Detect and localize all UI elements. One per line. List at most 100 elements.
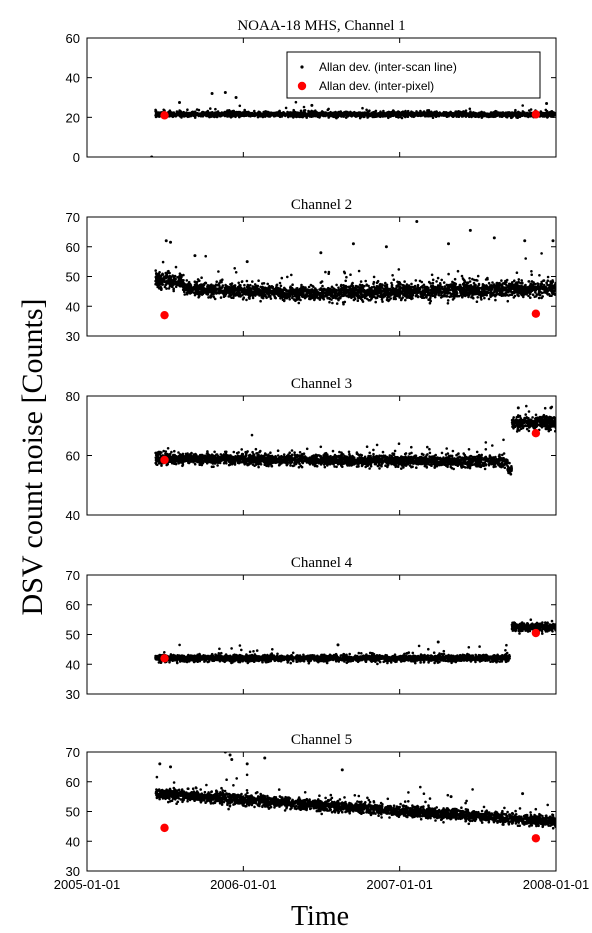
- inter-pixel-point: [531, 628, 541, 638]
- inter-scan-point: [516, 406, 520, 410]
- inter-scan-point: [319, 251, 323, 255]
- data-points: [154, 752, 556, 830]
- inter-scan-point: [263, 756, 267, 760]
- inter-scan-cloud: [154, 260, 185, 293]
- y-tick-label: 60: [66, 31, 80, 46]
- inter-scan-point: [245, 762, 249, 766]
- panel-title: Channel 4: [291, 555, 353, 571]
- inter-scan-cloud: [182, 254, 323, 305]
- x-axis-label: Time: [291, 901, 349, 932]
- inter-scan-point: [340, 768, 344, 772]
- axes-box: [86, 37, 557, 158]
- inter-scan-point: [228, 753, 232, 757]
- y-tick-label: 70: [66, 745, 80, 760]
- y-tick-label: 40: [66, 299, 80, 314]
- panel-2: Channel 2 30 40 50 60 70: [66, 197, 557, 344]
- x-tick-label: 2008-01-01: [523, 877, 590, 892]
- inter-pixel-point: [160, 111, 169, 120]
- panel-3: Channel 3 40 60 80: [66, 376, 557, 523]
- x-tick-label: 2005-01-01: [54, 877, 121, 892]
- inter-scan-point: [446, 242, 450, 246]
- y-tick-label: 30: [66, 329, 80, 344]
- panel-title: Channel 3: [291, 376, 352, 392]
- data-points: [154, 404, 556, 476]
- legend-marker-inter-pixel: [297, 81, 307, 91]
- inter-pixel-point: [160, 654, 169, 663]
- y-tick-label: 50: [66, 270, 80, 285]
- y-tick-label: 60: [66, 598, 80, 613]
- panel-title: Channel 5: [291, 732, 352, 748]
- y-tick-label: 60: [66, 449, 80, 464]
- panel-1: NOAA-18 MHS, Channel 1 0 20 40 60 Allan dev. …: [66, 18, 557, 165]
- inter-scan-cloud: [510, 404, 556, 434]
- inter-pixel-point: [160, 823, 169, 833]
- inter-scan-point: [351, 242, 355, 246]
- inter-scan-point: [492, 236, 496, 240]
- y-tick-label: 60: [66, 240, 80, 255]
- panel-title: Channel 2: [291, 197, 352, 213]
- inter-scan-cloud: [154, 100, 556, 120]
- inter-scan-cloud: [510, 618, 556, 635]
- inter-scan-point: [415, 219, 419, 223]
- y-tick-label: 70: [66, 210, 80, 225]
- inter-pixel-point: [160, 455, 169, 465]
- y-tick-label: 40: [66, 508, 80, 523]
- inter-scan-point: [164, 239, 168, 243]
- inter-scan-cloud: [319, 252, 556, 306]
- inter-scan-point: [545, 101, 549, 105]
- inter-scan-point: [551, 239, 555, 243]
- inter-scan-point: [169, 765, 173, 769]
- y-tick-label: 20: [66, 110, 80, 125]
- y-tick-label: 40: [66, 657, 80, 672]
- inter-pixel-point: [531, 834, 541, 843]
- y-tick-label: 40: [66, 71, 80, 86]
- legend-entry-inter-scan: Allan dev. (inter-scan line): [319, 60, 457, 74]
- y-tick-label: 80: [66, 389, 80, 404]
- y-tick-label: 40: [66, 834, 80, 849]
- inter-scan-cloud: [506, 461, 513, 476]
- data-points: [150, 91, 556, 157]
- inter-scan-point: [523, 239, 527, 243]
- inter-scan-point: [245, 260, 249, 264]
- y-tick-label: 30: [66, 864, 80, 879]
- legend-box: [286, 51, 541, 99]
- data-points: [154, 618, 556, 666]
- y-tick-label: 60: [66, 775, 80, 790]
- inter-pixel-point: [160, 310, 169, 320]
- inter-scan-cloud: [154, 433, 509, 471]
- inter-pixel-point: [531, 110, 541, 119]
- panel-5: Channel 5 30 40 50 60 70 2005-01-01 2006-01-01 2…: [54, 732, 590, 892]
- data-points: [154, 219, 556, 306]
- inter-scan-point: [178, 100, 182, 104]
- inter-scan-point: [169, 240, 173, 244]
- legend-entry-inter-pixel: Allan dev. (inter-pixel): [319, 79, 434, 93]
- y-tick-label: 50: [66, 628, 80, 643]
- y-tick-label: 0: [73, 150, 80, 165]
- x-tick-label: 2007-01-01: [366, 877, 433, 892]
- panel-title: NOAA-18 MHS, Channel 1: [237, 18, 405, 34]
- legend-marker-inter-scan: [300, 65, 304, 69]
- inter-pixel-point: [531, 428, 541, 438]
- inter-scan-point: [384, 245, 388, 249]
- panel-4: Channel 4 30 40 50 60 70: [66, 555, 557, 702]
- inter-scan-point: [436, 640, 440, 644]
- inter-scan-point: [549, 406, 553, 410]
- inter-scan-point: [234, 96, 238, 99]
- inter-scan-point: [449, 795, 453, 799]
- inter-scan-point: [468, 228, 472, 232]
- legend: Allan dev. (inter-scan line) Allan dev. (…: [286, 51, 541, 99]
- inter-scan-cloud: [154, 643, 511, 666]
- inter-scan-point: [336, 643, 340, 647]
- axes-box: [86, 574, 557, 695]
- inter-scan-cloud: [154, 773, 556, 830]
- inter-scan-point: [223, 91, 227, 95]
- y-tick-label: 50: [66, 805, 80, 820]
- y-tick-label: 30: [66, 687, 80, 702]
- inter-scan-point: [210, 92, 214, 96]
- x-tick-label: 2006-01-01: [210, 877, 277, 892]
- inter-scan-point: [310, 103, 314, 107]
- inter-scan-point: [230, 757, 234, 761]
- y-axis-label: DSV count noise [Counts]: [16, 299, 49, 616]
- inter-scan-point: [193, 254, 197, 258]
